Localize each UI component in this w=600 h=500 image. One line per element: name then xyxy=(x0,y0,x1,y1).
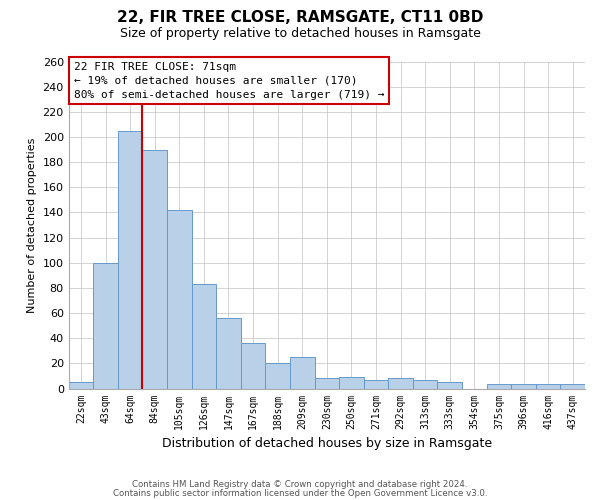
Text: 22 FIR TREE CLOSE: 71sqm
← 19% of detached houses are smaller (170)
80% of semi-: 22 FIR TREE CLOSE: 71sqm ← 19% of detach… xyxy=(74,62,385,100)
Bar xyxy=(191,284,216,389)
Y-axis label: Number of detached properties: Number of detached properties xyxy=(27,138,37,312)
Text: Size of property relative to detached houses in Ramsgate: Size of property relative to detached ho… xyxy=(119,28,481,40)
Bar xyxy=(511,384,536,388)
X-axis label: Distribution of detached houses by size in Ramsgate: Distribution of detached houses by size … xyxy=(162,437,492,450)
Bar xyxy=(167,210,191,388)
Bar xyxy=(364,380,388,388)
Bar xyxy=(536,384,560,388)
Bar xyxy=(241,344,265,388)
Bar xyxy=(314,378,339,388)
Bar xyxy=(388,378,413,388)
Bar xyxy=(216,318,241,388)
Bar xyxy=(118,130,142,388)
Bar xyxy=(560,384,585,388)
Bar xyxy=(437,382,462,388)
Text: 22, FIR TREE CLOSE, RAMSGATE, CT11 0BD: 22, FIR TREE CLOSE, RAMSGATE, CT11 0BD xyxy=(117,10,483,25)
Bar xyxy=(290,357,314,388)
Bar xyxy=(413,380,437,388)
Bar xyxy=(265,364,290,388)
Bar xyxy=(68,382,93,388)
Bar xyxy=(142,150,167,388)
Text: Contains HM Land Registry data © Crown copyright and database right 2024.: Contains HM Land Registry data © Crown c… xyxy=(132,480,468,489)
Bar xyxy=(93,263,118,388)
Bar xyxy=(339,377,364,388)
Bar xyxy=(487,384,511,388)
Text: Contains public sector information licensed under the Open Government Licence v3: Contains public sector information licen… xyxy=(113,488,487,498)
